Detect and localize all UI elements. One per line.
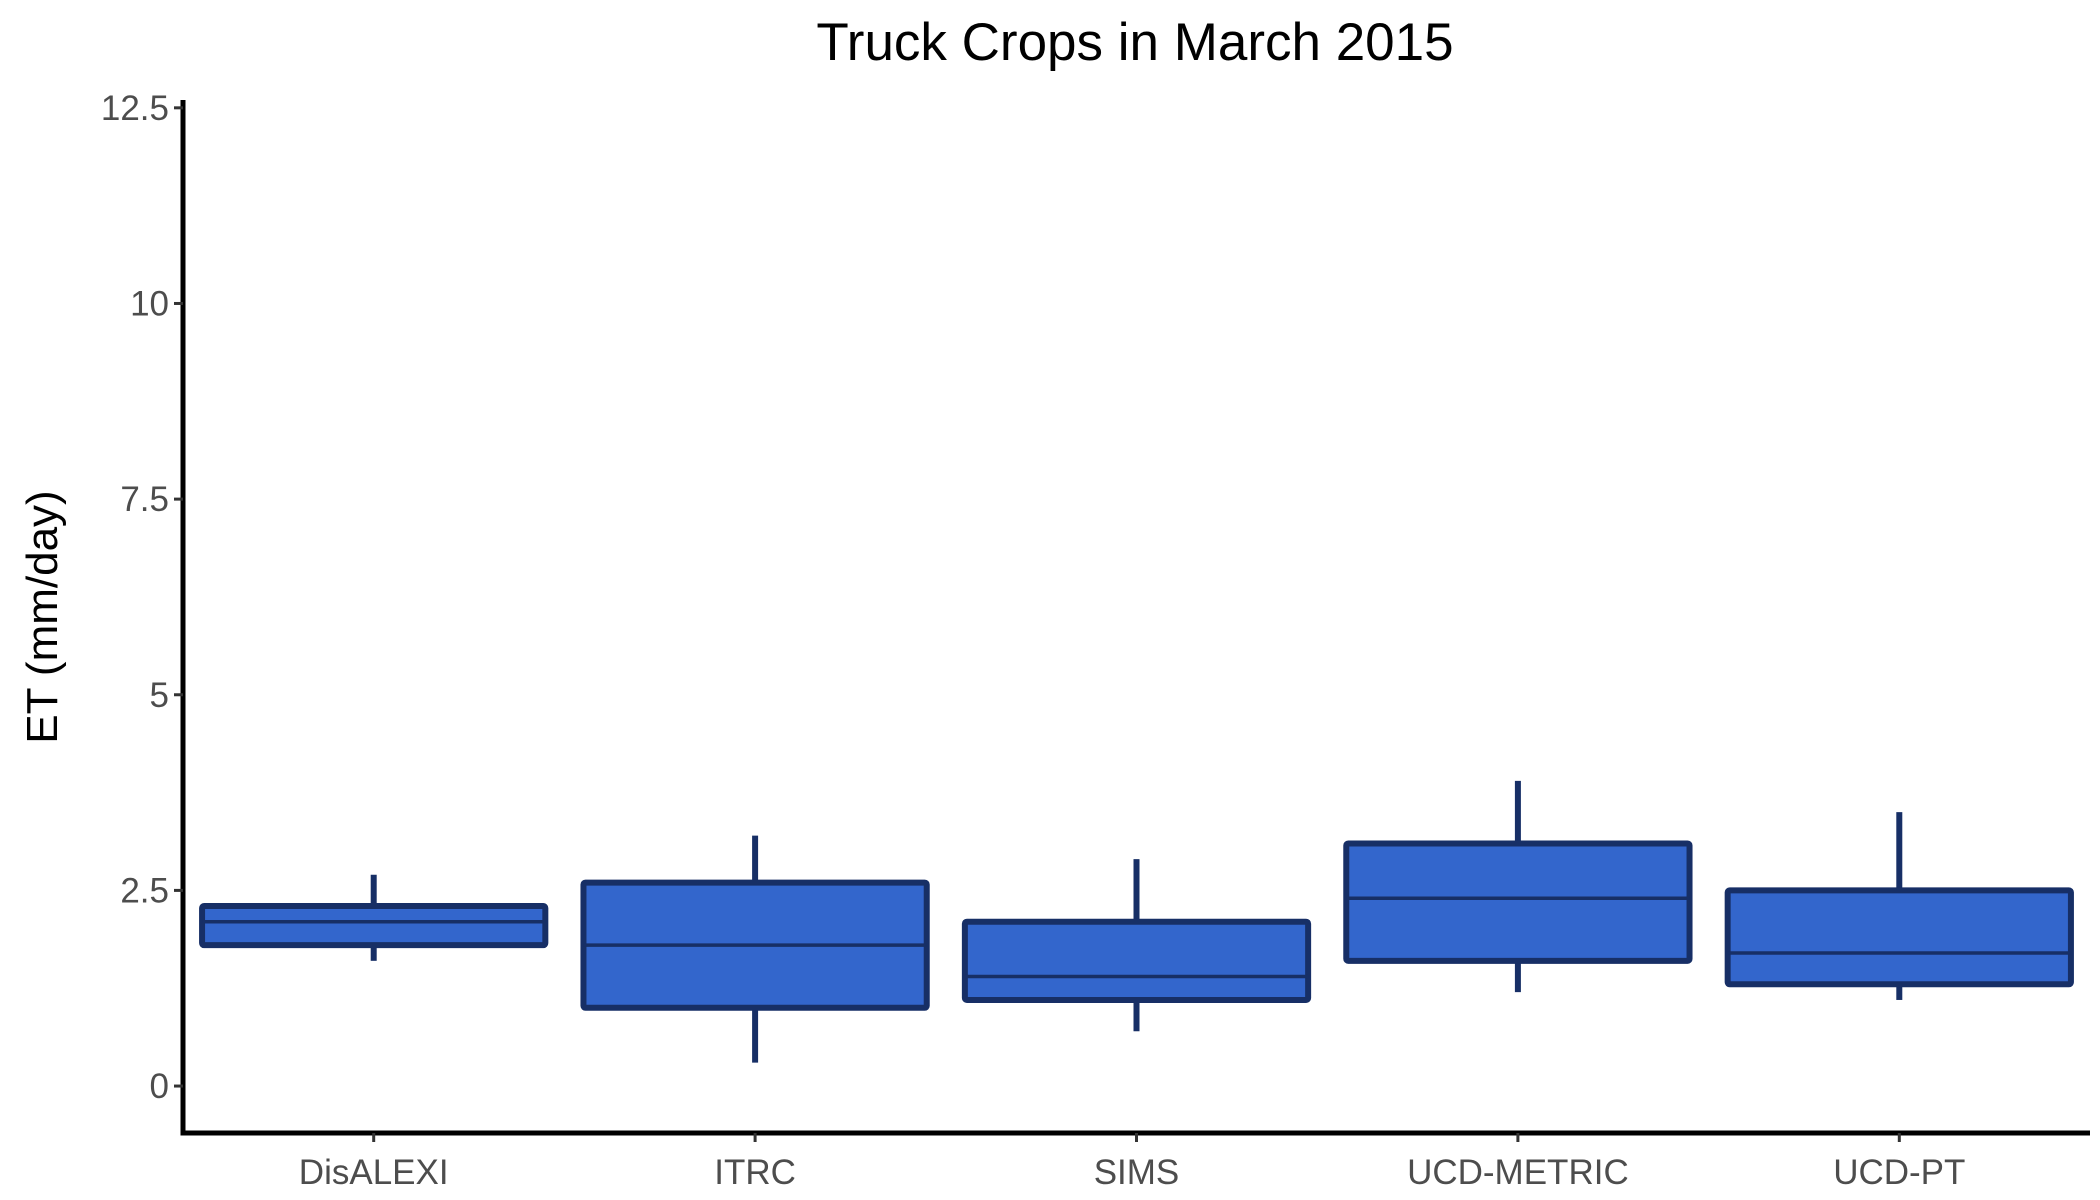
y-tick-label: 5 — [150, 676, 169, 715]
y-tick-label: 2.5 — [120, 871, 169, 910]
y-tick-label: 12.5 — [101, 89, 169, 128]
box-group-ucd-metric — [1343, 780, 1693, 993]
y-tick-label: 7.5 — [120, 480, 169, 519]
box-ucd-pt — [1724, 887, 2074, 988]
box-sims — [961, 918, 1312, 1003]
box-group-sims — [961, 859, 1312, 1032]
y-tick-label: 10 — [130, 284, 169, 323]
box-group-disalexi — [199, 874, 549, 961]
x-tick-label: UCD-PT — [1833, 1153, 1965, 1192]
x-tick-label: UCD-METRIC — [1407, 1153, 1629, 1192]
box-disalexi — [199, 903, 549, 949]
axes-group: 0 2.5 5 7.5 10 12.5 DisALEXI ITRC SIMS UCD-METRIC… — [101, 89, 2090, 1192]
y-tick-label: 0 — [150, 1067, 169, 1106]
x-tick-label: DisALEXI — [299, 1153, 449, 1192]
box-ucd-metric — [1343, 840, 1693, 964]
box-group-itrc — [580, 835, 930, 1063]
boxes-group — [199, 780, 2074, 1063]
chart-title: Truck Crops in March 2015 — [816, 13, 1453, 72]
y-axis-label: ET (mm/day) — [18, 490, 67, 743]
x-tick-label: SIMS — [1094, 1153, 1180, 1192]
x-tick-label: ITRC — [714, 1153, 796, 1192]
box-group-ucd-pt — [1724, 812, 2074, 1000]
